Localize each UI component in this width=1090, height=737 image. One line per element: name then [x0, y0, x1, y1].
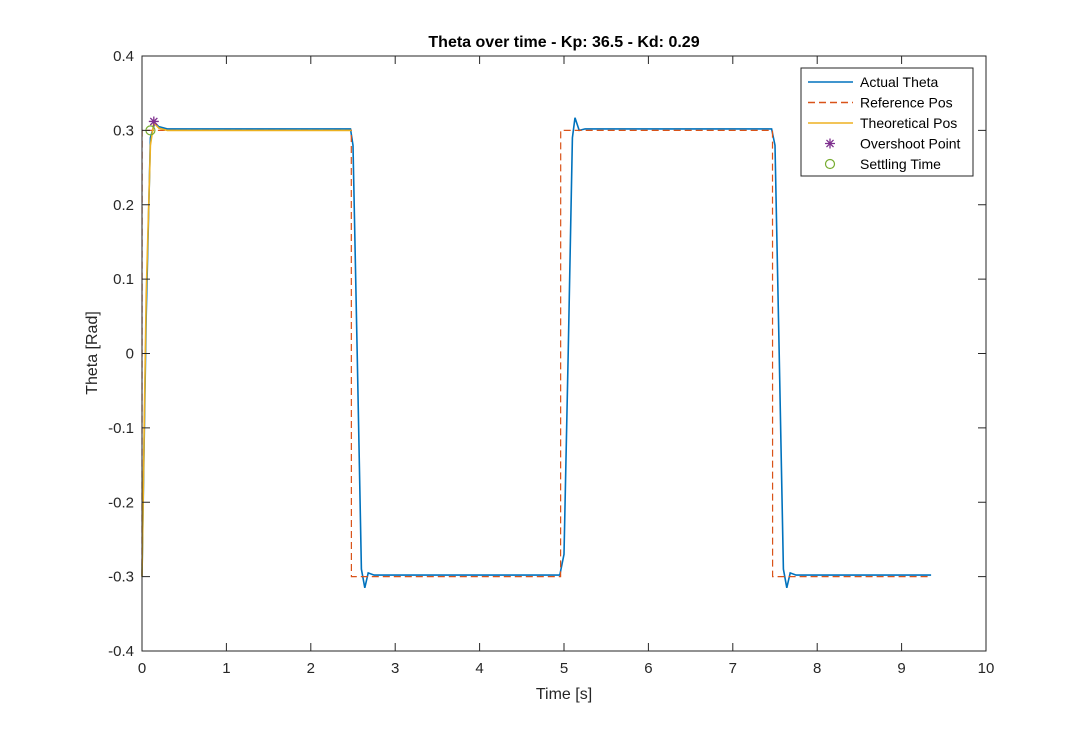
x-tick-label: 9 [897, 660, 905, 677]
y-tick-label: -0.3 [108, 569, 134, 586]
x-tick-label: 6 [644, 660, 652, 677]
y-tick-label: -0.4 [108, 643, 134, 660]
legend-item-actual-theta: Actual Theta [808, 74, 939, 90]
y-tick-label: -0.2 [108, 494, 134, 511]
legend-label: Theoretical Pos [860, 115, 957, 131]
chart-title: Theta over time - Kp: 36.5 - Kd: 0.29 [428, 34, 699, 51]
x-tick-label: 2 [307, 660, 315, 677]
x-tick-label: 8 [813, 660, 821, 677]
legend-label: Settling Time [860, 156, 941, 172]
y-tick-label: -0.1 [108, 420, 134, 437]
reference-pos-line [141, 129, 932, 578]
actual-theta-line [141, 117, 932, 588]
x-tick-label: 3 [391, 660, 399, 677]
x-tick-label: 0 [138, 660, 146, 677]
x-tick-label: 4 [475, 660, 483, 677]
x-tick-label: 5 [560, 660, 568, 677]
y-tick-label: 0.1 [113, 271, 134, 288]
legend: Actual Theta Reference Pos Theoretical Pos… [800, 67, 974, 177]
legend-item-overshoot-point: Overshoot Point [825, 136, 960, 152]
overshoot-point-marker [148, 116, 159, 127]
legend-box [800, 67, 974, 177]
legend-item-reference-pos: Reference Pos [808, 95, 953, 111]
x-axis-label: Time [s] [536, 686, 592, 703]
legend-swatch [824, 158, 836, 170]
y-tick-label: 0.4 [113, 48, 134, 65]
legend-item-theoretical-pos: Theoretical Pos [808, 115, 957, 131]
x-tick-label: 10 [978, 660, 995, 677]
y-tick-label: 0 [126, 346, 134, 363]
legend-label: Overshoot Point [860, 136, 960, 152]
legend-swatch [825, 138, 835, 149]
legend-label: Reference Pos [860, 95, 953, 111]
y-tick-label: 0.2 [113, 197, 134, 214]
y-axis-label: Theta [Rad] [84, 311, 101, 395]
legend-label: Actual Theta [860, 74, 939, 90]
y-tick-label: 0.3 [113, 122, 134, 139]
x-tick-label: 7 [729, 660, 737, 677]
legend-item-settling-time: Settling Time [824, 156, 941, 172]
x-tick-label: 1 [222, 660, 230, 677]
